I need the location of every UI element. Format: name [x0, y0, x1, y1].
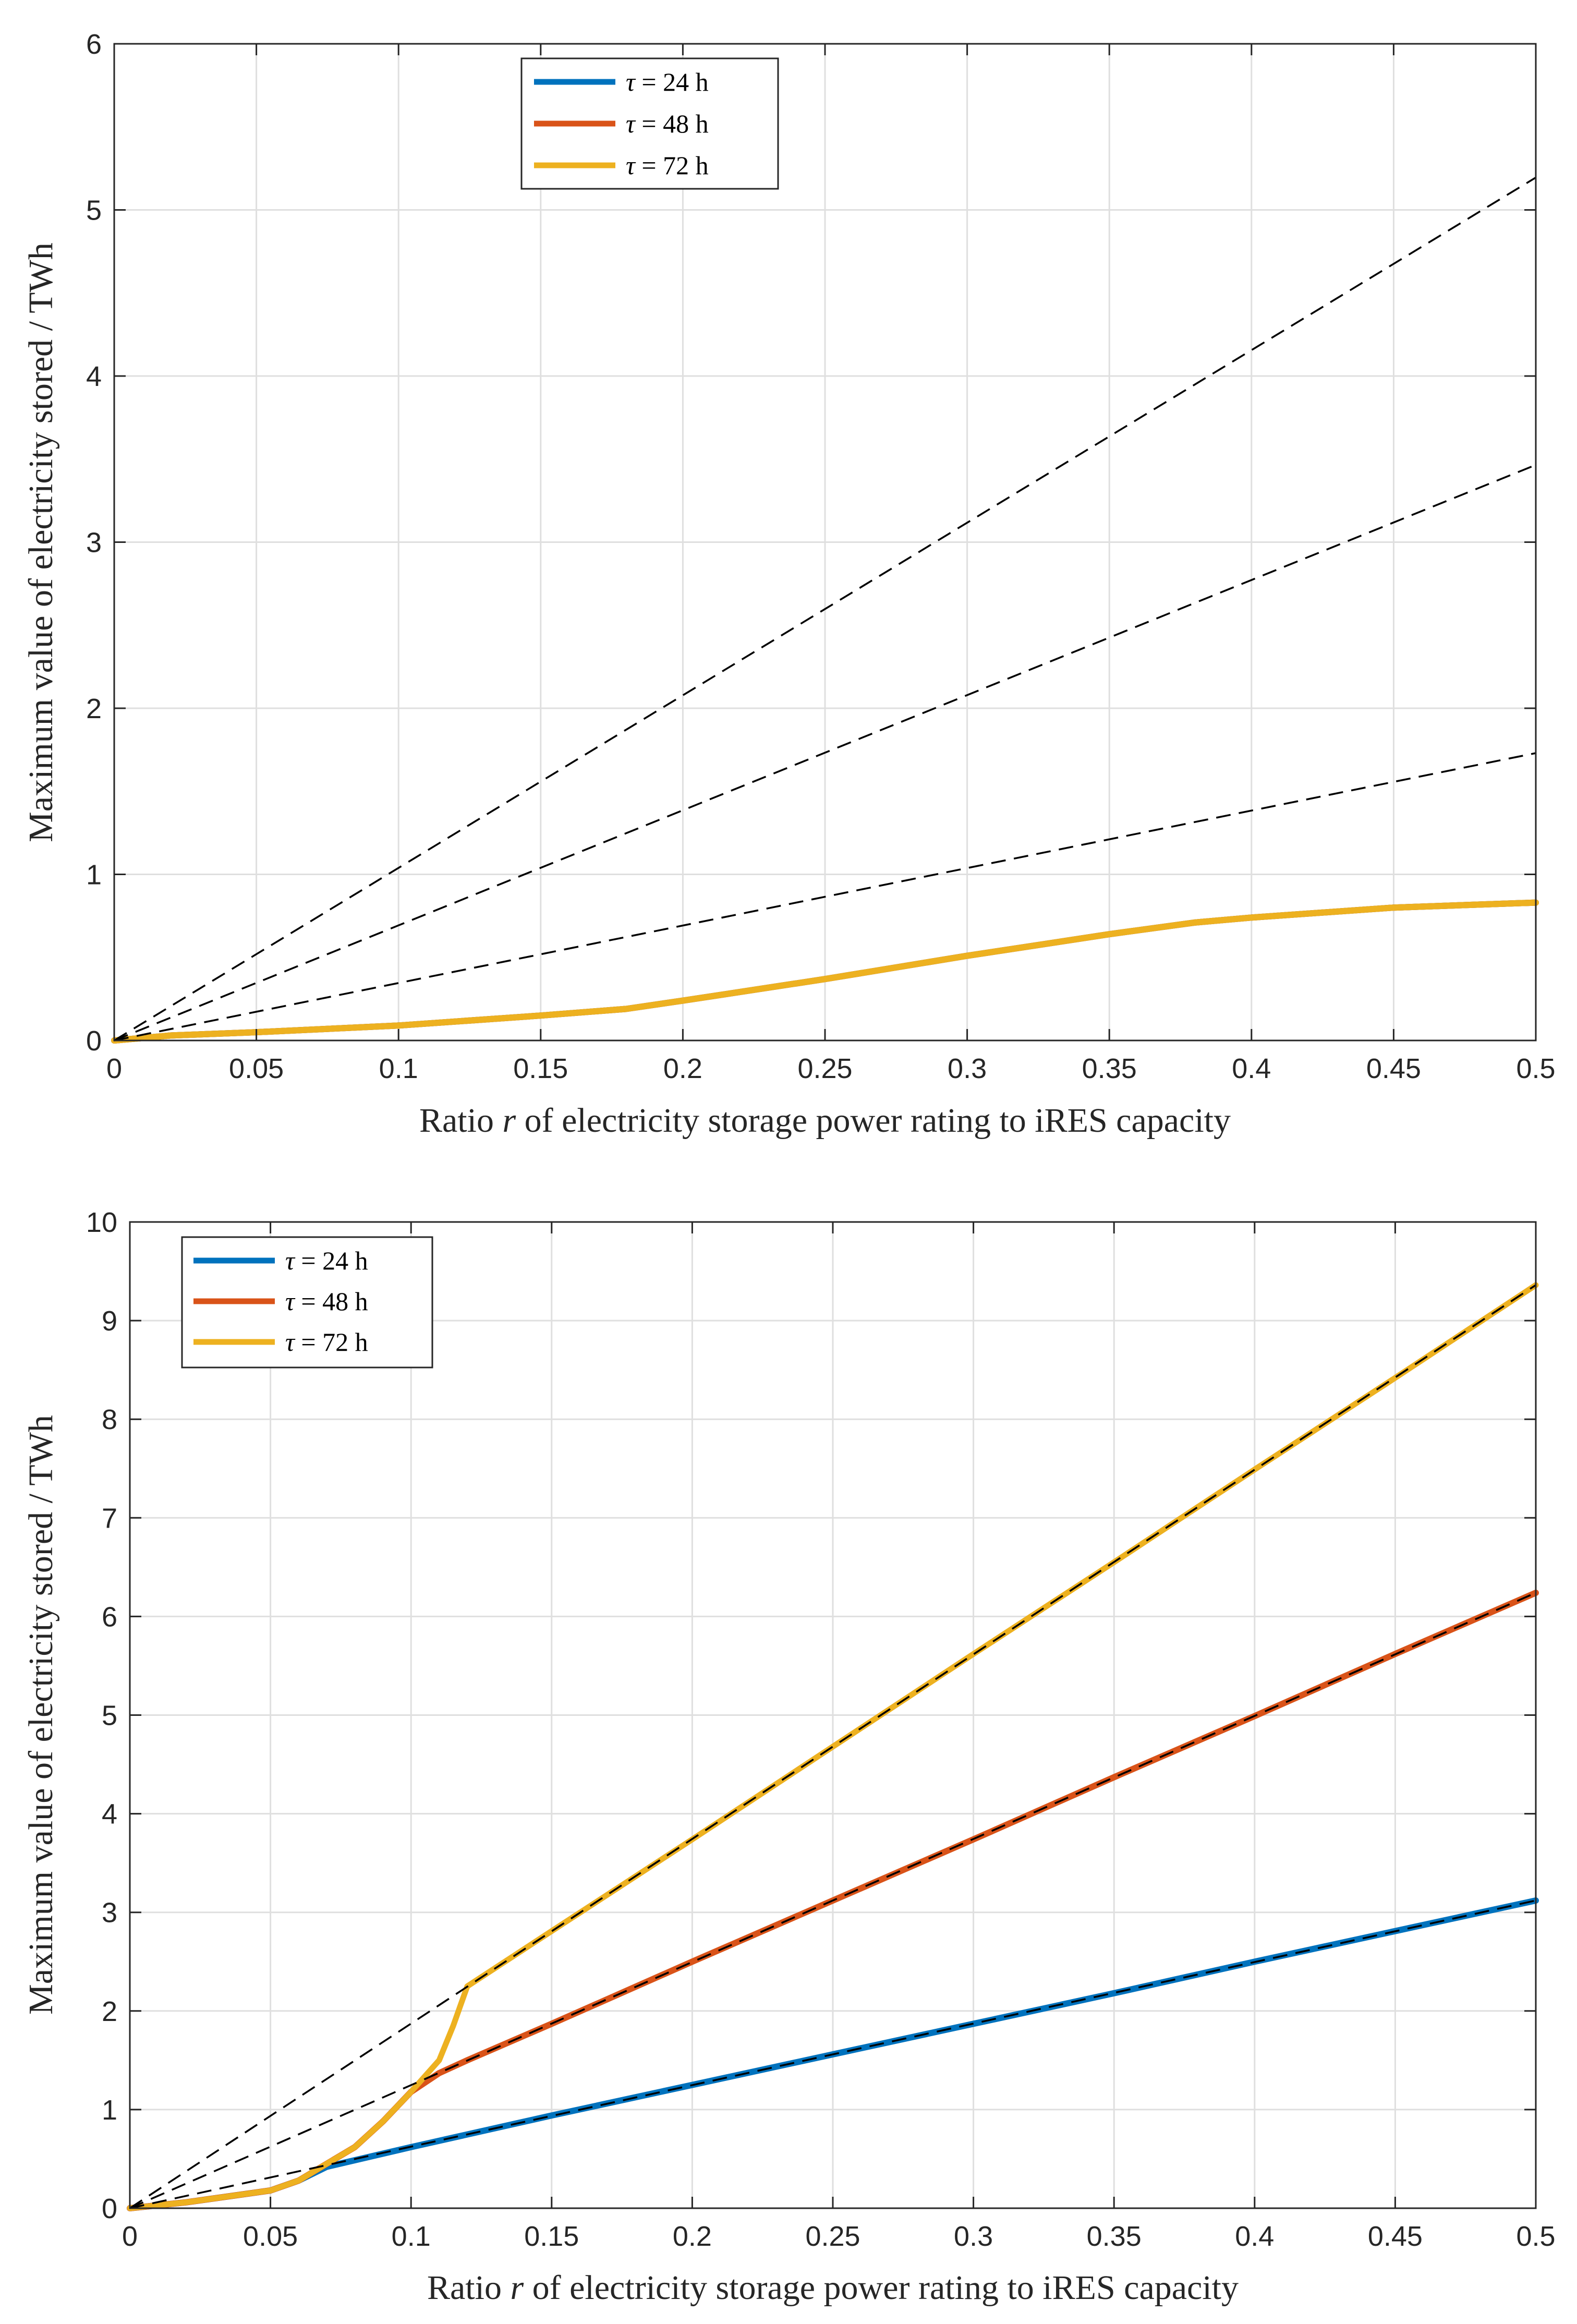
bottom-y-tick-label: 6: [102, 1601, 117, 1632]
top-reference-line-48h: [114, 464, 1536, 1042]
top-chart-grid: [114, 44, 1536, 1040]
top-x-tick-label: 0.45: [1366, 1053, 1421, 1084]
top-x-tick-label: 0.4: [1232, 1053, 1271, 1084]
bottom-x-tick-label: 0.15: [524, 2221, 579, 2252]
bottom-chart-y-tick-labels: 0 1 2 3 4 5 6 7 8 9 10: [86, 1207, 1536, 2224]
top-y-tick-label: 5: [86, 195, 102, 226]
bottom-x-tick-label: 0.05: [243, 2221, 298, 2252]
top-x-tick-label: 0.3: [948, 1053, 987, 1084]
top-reference-line-72h: [114, 176, 1536, 1042]
bottom-x-tick-label: 0: [122, 2221, 138, 2252]
top-chart-legend: τ = 24 h τ = 48 h τ = 72 h: [520, 57, 779, 190]
bottom-legend-label-48h: τ = 48 h: [285, 1287, 368, 1316]
bottom-x-tick-label: 0.4: [1235, 2221, 1274, 2252]
top-series-72h: [111, 899, 1539, 1044]
top-chart-x-axis-label: Ratio r of electricity storage power rat…: [419, 1102, 1231, 1140]
top-y-tick-label: 2: [86, 693, 102, 724]
bottom-x-tick-label: 0.45: [1368, 2221, 1423, 2252]
top-x-tick-label: 0.25: [797, 1053, 852, 1084]
bottom-chart-reference-lines: [129, 1284, 1536, 2209]
top-legend-label-24h: τ = 24 h: [626, 67, 709, 96]
top-x-tick-label: 0.1: [379, 1053, 418, 1084]
top-chart-x-tick-labels: 0 0.05 0.1 0.15 0.2 0.25 0.3 0.35 0.4 0.45 0.5: [106, 44, 1556, 1084]
bottom-x-tick-label: 0.25: [805, 2221, 860, 2252]
top-y-tick-label: 4: [86, 361, 102, 392]
bottom-chart-legend: τ = 24 h τ = 48 h τ = 72 h: [181, 1236, 433, 1369]
top-y-tick-label: 3: [86, 527, 102, 559]
bottom-legend-label-72h: τ = 72 h: [285, 1327, 368, 1357]
top-chart-y-axis-label: Maximum value of electricity stored / TW…: [22, 243, 60, 842]
top-x-tick-label: 0: [106, 1053, 122, 1084]
bottom-chart-x-tick-labels: 0 0.05 0.1 0.15 0.2 0.25 0.3 0.35 0.4 0.45 0.5: [122, 1222, 1556, 2252]
top-y-tick-label: 6: [86, 29, 102, 60]
top-chart-series: [111, 899, 1539, 1044]
top-chart-y-tick-labels: 0 1 2 3 4 5 6: [86, 29, 1536, 1057]
top-x-tick-label: 0.5: [1516, 1053, 1555, 1084]
bottom-y-tick-label: 0: [102, 2193, 117, 2224]
top-x-tick-label: 0.05: [229, 1053, 284, 1084]
bottom-y-tick-label: 5: [102, 1700, 117, 1732]
bottom-y-tick-label: 9: [102, 1305, 117, 1337]
bottom-y-tick-label: 1: [102, 2095, 117, 2126]
top-legend-label-72h: τ = 72 h: [626, 151, 709, 180]
bottom-x-tick-label: 0.35: [1087, 2221, 1142, 2252]
bottom-x-tick-label: 0.5: [1516, 2221, 1555, 2252]
bottom-x-tick-label: 0.3: [954, 2221, 993, 2252]
bottom-y-tick-label: 7: [102, 1503, 117, 1534]
bottom-legend-label-24h: τ = 24 h: [285, 1246, 368, 1275]
bottom-x-tick-label: 0.2: [673, 2221, 712, 2252]
bottom-reference-line-72h: [129, 1284, 1536, 2209]
bottom-y-tick-label: 4: [102, 1799, 117, 1830]
bottom-chart-x-axis-label: Ratio r of electricity storage power rat…: [427, 2269, 1239, 2307]
top-x-tick-label: 0.35: [1082, 1053, 1137, 1084]
top-chart: 0 0.05 0.1 0.15 0.2 0.25 0.3 0.35 0.4 0.45 0.5 0 1 2…: [22, 29, 1556, 1140]
bottom-reference-line-48h: [129, 1592, 1536, 2209]
bottom-y-tick-label: 8: [102, 1404, 117, 1435]
bottom-chart-grid: [130, 1222, 1536, 2208]
bottom-y-tick-label: 10: [86, 1207, 117, 1238]
bottom-reference-line-24h: [129, 1899, 1536, 2209]
bottom-chart-y-axis-label: Maximum value of electricity stored / TW…: [22, 1415, 60, 2015]
bottom-y-tick-label: 2: [102, 1996, 117, 2027]
top-reference-line-24h: [114, 752, 1536, 1042]
bottom-x-tick-label: 0.1: [392, 2221, 431, 2252]
top-y-tick-label: 1: [86, 860, 102, 891]
bottom-y-tick-label: 3: [102, 1897, 117, 1929]
top-x-tick-label: 0.2: [663, 1053, 702, 1084]
top-x-tick-label: 0.15: [513, 1053, 568, 1084]
top-y-tick-label: 0: [86, 1025, 102, 1057]
bottom-chart: 0 0.05 0.1 0.15 0.2 0.25 0.3 0.35 0.4 0.45 0.5 0 1 2…: [22, 1207, 1556, 2307]
top-chart-reference-lines: [114, 176, 1536, 1042]
top-legend-label-48h: τ = 48 h: [626, 109, 709, 138]
